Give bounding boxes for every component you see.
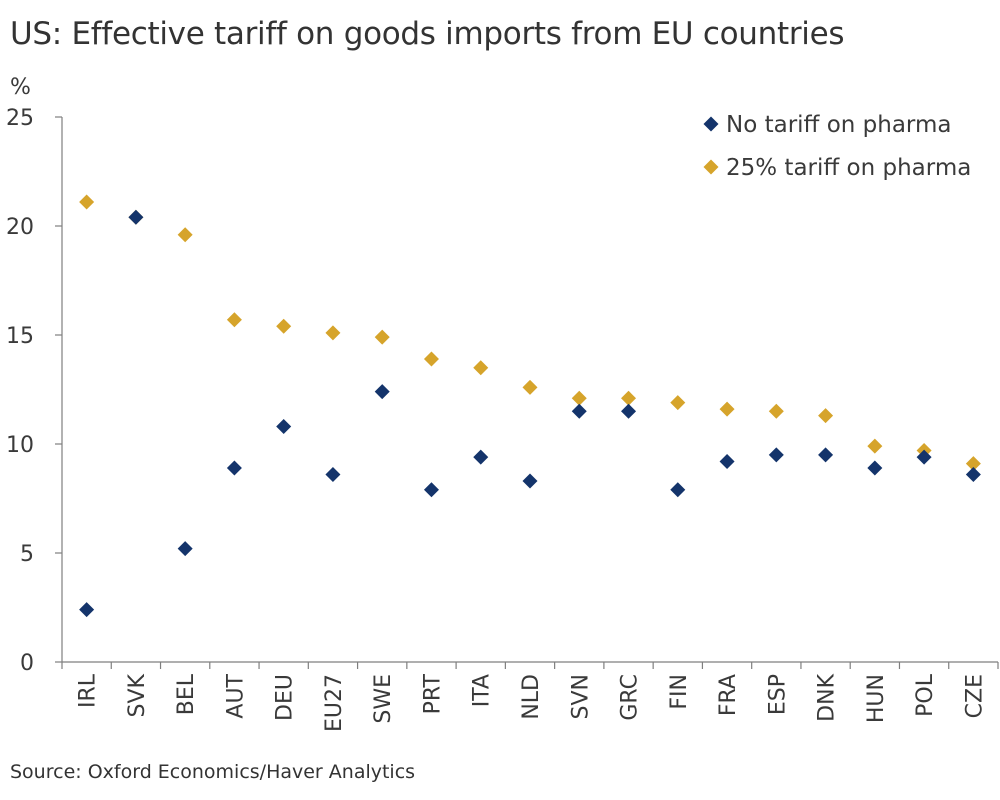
- data-point-bel: [177, 227, 193, 243]
- x-tick-label-prt: PRT: [420, 673, 445, 714]
- x-tick-label-deu: DEU: [273, 674, 298, 721]
- x-tick-label-grc: GRC: [618, 674, 643, 721]
- data-point-irl: [79, 602, 95, 618]
- x-tick-label-dnk: DNK: [815, 673, 840, 721]
- data-point-svn: [571, 403, 587, 419]
- data-point-nld: [522, 473, 538, 489]
- legend-marker: [703, 159, 719, 175]
- data-point-aut: [226, 312, 242, 328]
- data-point-fra: [719, 401, 735, 417]
- data-point-ita: [473, 449, 489, 465]
- data-point-grc: [621, 390, 637, 406]
- data-point-swe: [374, 329, 390, 345]
- data-point-deu: [276, 318, 292, 334]
- data-point-fin: [670, 482, 686, 498]
- y-tick-label: 20: [6, 215, 34, 240]
- data-point-svn: [571, 390, 587, 406]
- y-tick-label: 10: [6, 433, 34, 458]
- data-point-bel: [177, 541, 193, 557]
- data-point-deu: [276, 419, 292, 435]
- x-tick-label-pol: POL: [913, 673, 938, 717]
- series-25pct-tariff-on-pharma: [79, 194, 981, 472]
- legend-item-no-tariff-on-pharma: No tariff on pharma: [703, 112, 952, 138]
- data-point-hun: [867, 460, 883, 476]
- data-point-eu27: [325, 325, 341, 341]
- data-point-ita: [473, 360, 489, 376]
- data-point-dnk: [818, 447, 834, 463]
- legend-label: 25% tariff on pharma: [726, 155, 971, 181]
- x-tick-label-bel: BEL: [174, 673, 199, 715]
- x-tick-label-esp: ESP: [765, 674, 790, 715]
- data-point-fin: [670, 395, 686, 411]
- chart-title: US: Effective tariff on goods imports fr…: [10, 16, 845, 52]
- x-tick-label-eu27: EU27: [322, 674, 347, 732]
- data-point-eu27: [325, 467, 341, 483]
- data-point-dnk: [818, 408, 834, 424]
- y-tick-label: 25: [6, 106, 34, 131]
- series-no-tariff-on-pharma: [79, 209, 981, 618]
- data-point-cze: [965, 467, 981, 483]
- legend-item-25pct-tariff-on-pharma: 25% tariff on pharma: [703, 155, 971, 181]
- y-axis-label: %: [10, 75, 31, 100]
- x-tick-label-fin: FIN: [667, 674, 692, 710]
- data-point-esp: [768, 447, 784, 463]
- data-point-aut: [226, 460, 242, 476]
- legend-marker: [703, 116, 719, 132]
- data-point-grc: [621, 403, 637, 419]
- x-tick-label-aut: AUT: [223, 673, 248, 718]
- data-point-esp: [768, 403, 784, 419]
- x-tick-label-hun: HUN: [864, 674, 889, 723]
- y-tick-label: 0: [20, 651, 34, 676]
- data-point-nld: [522, 379, 538, 395]
- x-tick-label-fra: FRA: [716, 674, 741, 716]
- x-tick-label-ita: ITA: [470, 674, 495, 707]
- x-tick-label-nld: NLD: [519, 674, 544, 720]
- data-point-irl: [79, 194, 95, 210]
- y-tick-label: 15: [6, 324, 34, 349]
- data-point-swe: [374, 384, 390, 400]
- data-point-fra: [719, 453, 735, 469]
- source-note: Source: Oxford Economics/Haver Analytics: [10, 761, 416, 783]
- x-tick-label-svn: SVN: [568, 674, 593, 719]
- data-point-pol: [916, 449, 932, 465]
- x-tick-label-svk: SVK: [125, 673, 150, 717]
- data-point-prt: [423, 482, 439, 498]
- legend-label: No tariff on pharma: [726, 112, 952, 138]
- y-tick-label: 5: [20, 542, 34, 567]
- x-tick-label-swe: SWE: [371, 674, 396, 724]
- data-point-svk: [128, 209, 144, 225]
- data-point-hun: [867, 438, 883, 454]
- x-tick-label-irl: IRL: [76, 673, 101, 708]
- x-tick-label-cze: CZE: [962, 674, 987, 718]
- data-point-cze: [965, 456, 981, 472]
- data-point-prt: [423, 351, 439, 367]
